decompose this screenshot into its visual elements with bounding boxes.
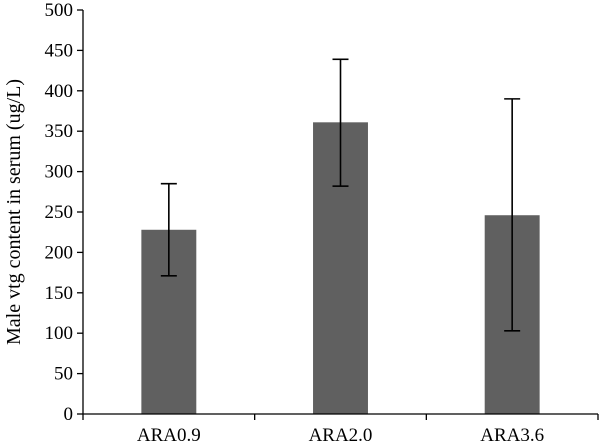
x-tick-label: ARA3.6 <box>480 425 544 445</box>
y-tick-label: 500 <box>45 0 74 21</box>
y-tick-label: 300 <box>45 162 74 183</box>
error-bars <box>160 58 521 332</box>
y-tick-label: 0 <box>64 404 74 425</box>
y-tick-label: 150 <box>45 283 74 304</box>
y-tick-label: 50 <box>54 364 73 385</box>
y-tick-label: 250 <box>45 202 74 223</box>
y-tick-label: 100 <box>45 323 74 344</box>
x-tick-label: ARA2.0 <box>309 425 373 445</box>
y-tick-label: 350 <box>45 121 74 142</box>
x-tick-label: ARA0.9 <box>137 425 201 445</box>
y-tick-label: 200 <box>45 242 74 263</box>
y-tick-label: 400 <box>45 81 74 102</box>
x-axis-ticks: ARA0.9 ARA2.0 ARA3.6 <box>82 414 599 445</box>
y-axis-ticks: 0 50 100 150 200 250 300 350 400 450 500 <box>45 0 83 425</box>
y-axis-label: Male vtg content in serum (ug/L) <box>3 79 25 345</box>
bars <box>141 122 540 414</box>
y-tick-label: 450 <box>45 40 74 61</box>
